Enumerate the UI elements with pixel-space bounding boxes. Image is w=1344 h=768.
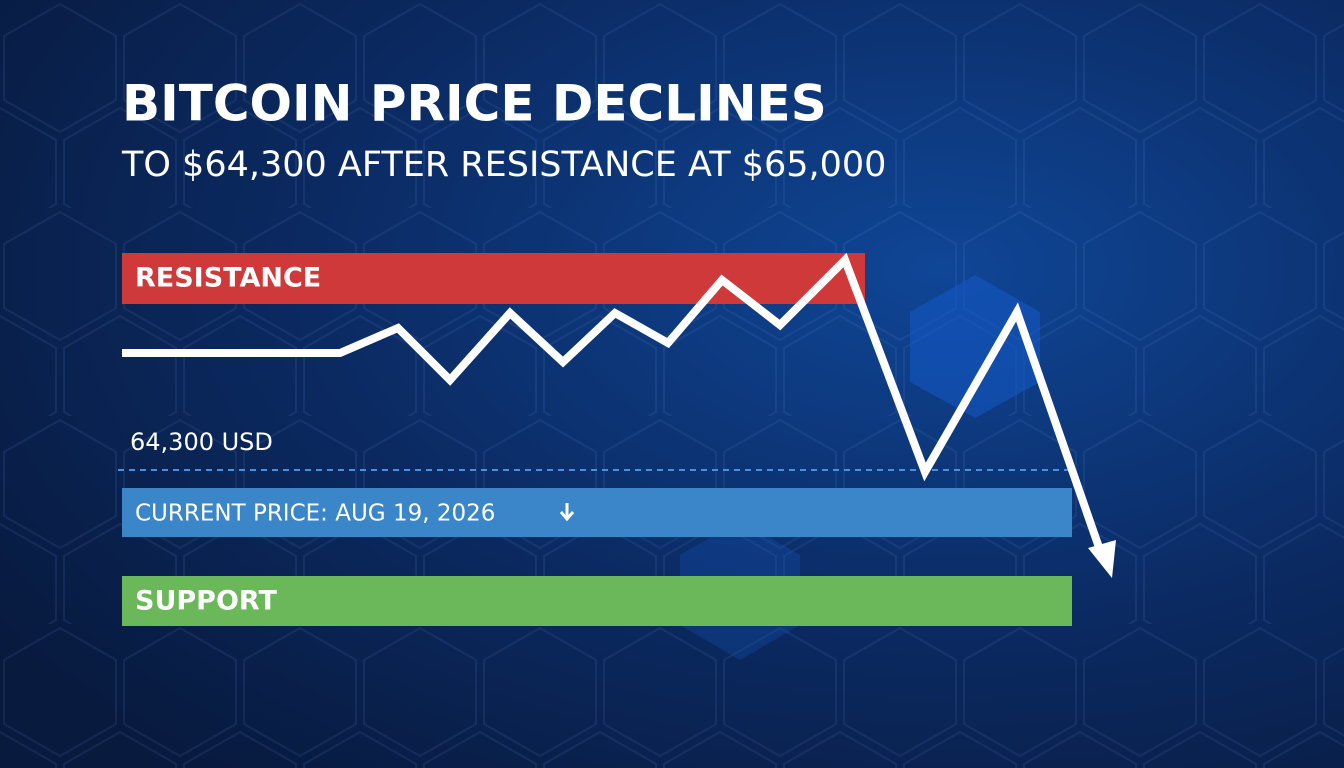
subtitle: TO $64,300 AFTER RESISTANCE AT $65,000 xyxy=(121,145,886,185)
current-band xyxy=(122,488,1072,537)
price-label: 64,300 USD xyxy=(130,428,273,456)
title: BITCOIN PRICE DECLINES xyxy=(122,75,827,133)
price-path xyxy=(122,252,1106,558)
arrow-head xyxy=(1088,540,1116,578)
support-band xyxy=(122,576,1072,626)
current-label: CURRENT PRICE: AUG 19, 2026 xyxy=(135,501,495,527)
hex-highlight xyxy=(910,275,1040,418)
down-icon xyxy=(559,503,575,522)
resistance-label: RESISTANCE xyxy=(135,263,321,294)
support-label: SUPPORT xyxy=(135,586,277,617)
